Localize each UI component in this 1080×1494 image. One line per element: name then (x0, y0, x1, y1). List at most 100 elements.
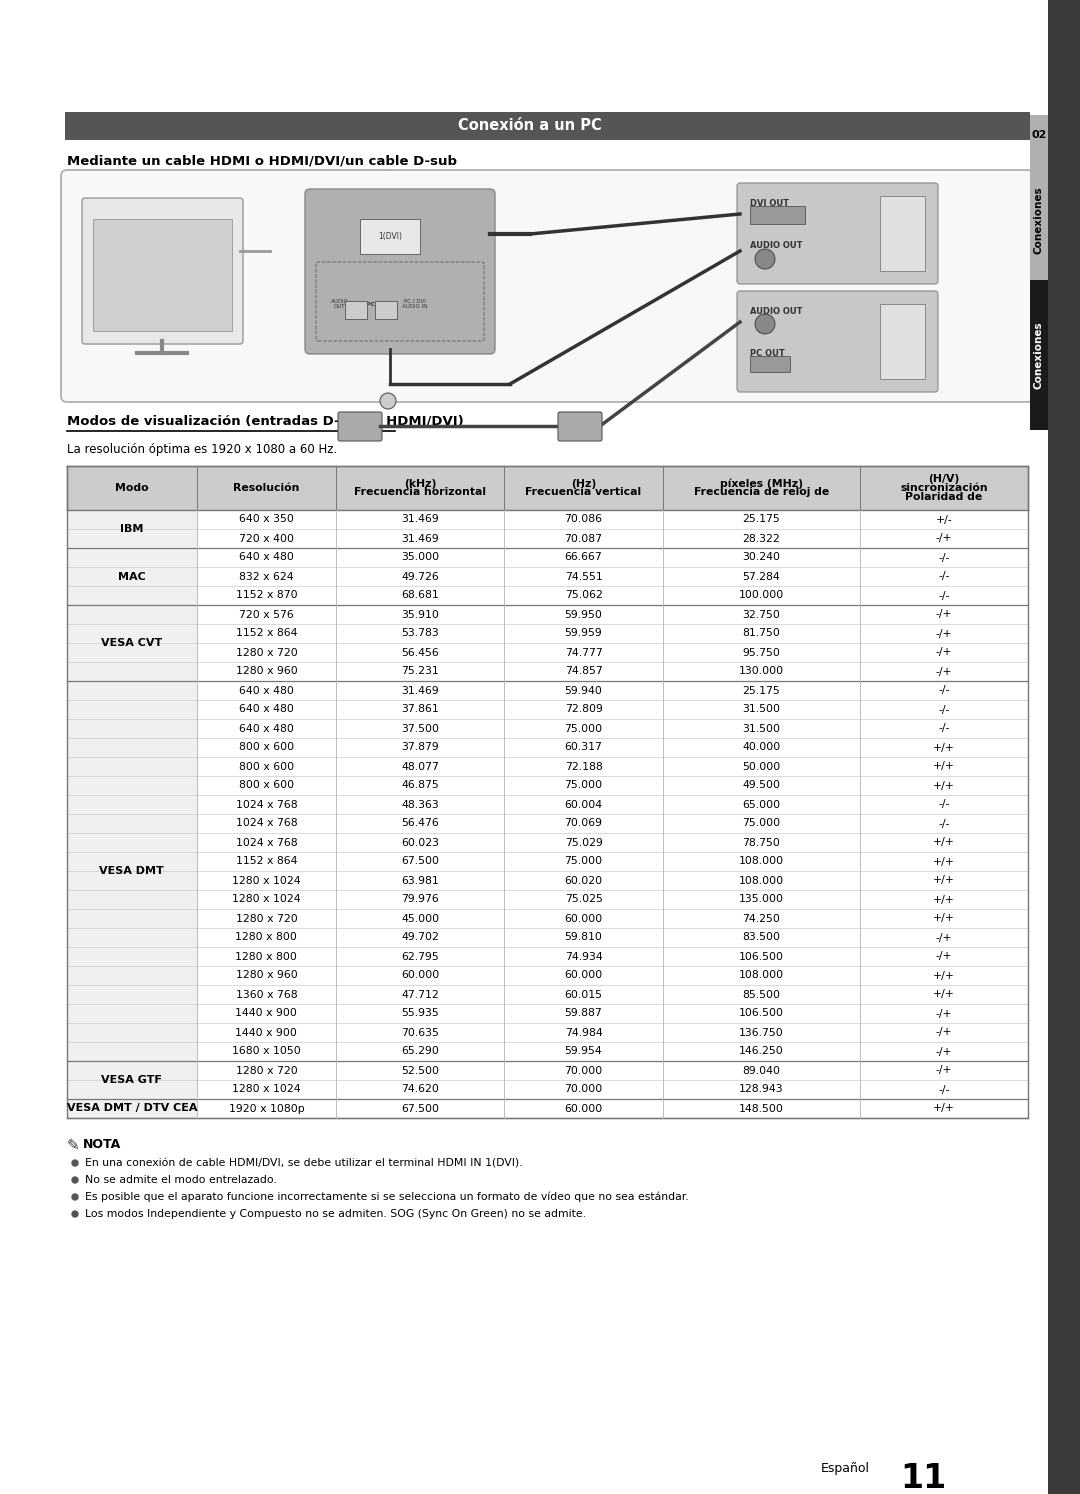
Text: -/+: -/+ (935, 932, 953, 943)
Text: 1(DVI): 1(DVI) (378, 233, 402, 242)
Bar (197, 1061, 1028, 1080)
Text: sincronización: sincronización (900, 483, 988, 493)
Text: 60.023: 60.023 (401, 838, 440, 847)
Circle shape (72, 1177, 78, 1183)
Text: 640 x 480: 640 x 480 (239, 553, 294, 563)
Text: 31.469: 31.469 (402, 686, 440, 696)
Text: 70.069: 70.069 (565, 819, 603, 829)
Text: 31.500: 31.500 (742, 705, 781, 714)
Text: 720 x 576: 720 x 576 (239, 610, 294, 620)
Text: 83.500: 83.500 (742, 932, 781, 943)
Text: 106.500: 106.500 (739, 952, 784, 962)
FancyBboxPatch shape (558, 412, 602, 441)
Text: 75.062: 75.062 (565, 590, 603, 601)
Text: 37.500: 37.500 (401, 723, 440, 734)
Text: 79.976: 79.976 (402, 895, 440, 904)
Text: No se admite el modo entrelazado.: No se admite el modo entrelazado. (85, 1174, 276, 1185)
Text: Polaridad de: Polaridad de (905, 492, 983, 502)
Text: -/-: -/- (939, 705, 949, 714)
Text: Modos de visualización (entradas D-Sub y HDMI/DVI): Modos de visualización (entradas D-Sub y… (67, 415, 463, 427)
Text: 60.000: 60.000 (565, 971, 603, 980)
Bar (67, 1100, 197, 1118)
Bar (1030, 115, 1048, 279)
Bar (197, 852, 1028, 871)
Bar (197, 795, 1028, 814)
Bar (197, 890, 1028, 908)
Text: 1280 x 800: 1280 x 800 (235, 932, 297, 943)
Text: Modo: Modo (116, 483, 149, 493)
Bar (197, 701, 1028, 719)
Text: 65.290: 65.290 (402, 1046, 440, 1056)
Text: 66.667: 66.667 (565, 553, 603, 563)
Bar (197, 1041, 1028, 1061)
Text: 108.000: 108.000 (739, 971, 784, 980)
Text: -/-: -/- (939, 590, 949, 601)
Text: 35.000: 35.000 (401, 553, 440, 563)
Text: 1024 x 768: 1024 x 768 (235, 819, 297, 829)
Text: 74.984: 74.984 (565, 1028, 603, 1037)
Text: +/+: +/+ (933, 838, 955, 847)
Text: Resolución: Resolución (233, 483, 299, 493)
FancyBboxPatch shape (305, 190, 495, 354)
Text: 1280 x 800: 1280 x 800 (235, 952, 297, 962)
Bar (67, 681, 197, 1061)
Text: 67.500: 67.500 (401, 856, 440, 867)
FancyBboxPatch shape (82, 199, 243, 344)
Text: 800 x 600: 800 x 600 (239, 743, 294, 753)
Bar (880, 303, 924, 379)
Text: DVI OUT: DVI OUT (750, 200, 789, 209)
Text: 60.000: 60.000 (565, 1104, 603, 1113)
Text: +/+: +/+ (933, 780, 955, 790)
Text: 78.750: 78.750 (742, 838, 780, 847)
Circle shape (72, 1212, 78, 1218)
Text: 62.795: 62.795 (402, 952, 440, 962)
Text: 136.750: 136.750 (739, 1028, 784, 1037)
Text: 59.940: 59.940 (565, 686, 603, 696)
Bar (197, 624, 1028, 642)
Text: 75.231: 75.231 (402, 666, 440, 677)
Bar (197, 947, 1028, 967)
Text: 1440 x 900: 1440 x 900 (235, 1028, 297, 1037)
Text: 72.809: 72.809 (565, 705, 603, 714)
Text: +/+: +/+ (933, 743, 955, 753)
Text: 81.750: 81.750 (742, 629, 780, 638)
Text: 31.469: 31.469 (402, 533, 440, 544)
Text: (Hz): (Hz) (571, 478, 596, 489)
Text: -/+: -/+ (935, 629, 953, 638)
Text: 1280 x 720: 1280 x 720 (235, 913, 297, 923)
Text: 1280 x 720: 1280 x 720 (235, 1065, 297, 1076)
Text: 45.000: 45.000 (401, 913, 440, 923)
Text: 72.188: 72.188 (565, 762, 603, 771)
Text: 49.702: 49.702 (402, 932, 440, 943)
Text: Mediante un cable HDMI o HDMI/DVI/un cable D-sub: Mediante un cable HDMI o HDMI/DVI/un cab… (67, 155, 457, 167)
Text: 1024 x 768: 1024 x 768 (235, 799, 297, 810)
Text: VESA GTF: VESA GTF (102, 1076, 162, 1085)
Bar (197, 928, 1028, 947)
Text: MAC: MAC (118, 572, 146, 581)
Text: 74.620: 74.620 (402, 1085, 440, 1095)
Text: VESA DMT / DTV CEA: VESA DMT / DTV CEA (67, 1104, 198, 1113)
Bar (197, 738, 1028, 757)
Text: 59.950: 59.950 (565, 610, 603, 620)
Text: Español: Español (821, 1463, 870, 1475)
Text: -/-: -/- (939, 553, 949, 563)
Text: 30.240: 30.240 (742, 553, 781, 563)
Text: +/+: +/+ (933, 762, 955, 771)
Text: 1152 x 864: 1152 x 864 (235, 856, 297, 867)
Text: 1920 x 1080p: 1920 x 1080p (229, 1104, 305, 1113)
Text: 35.910: 35.910 (402, 610, 440, 620)
Text: 640 x 350: 640 x 350 (239, 514, 294, 524)
Text: AUDIO OUT: AUDIO OUT (750, 242, 802, 251)
Text: -/+: -/+ (935, 1028, 953, 1037)
Bar (880, 196, 924, 270)
Text: 60.000: 60.000 (401, 971, 440, 980)
Text: 31.469: 31.469 (402, 514, 440, 524)
Circle shape (72, 1159, 78, 1165)
FancyBboxPatch shape (737, 291, 939, 391)
Text: 56.456: 56.456 (402, 647, 440, 657)
Text: 832 x 624: 832 x 624 (239, 572, 294, 581)
Bar (197, 568, 1028, 586)
Bar (197, 548, 1028, 568)
Text: 74.551: 74.551 (565, 572, 603, 581)
Text: 128.943: 128.943 (739, 1085, 784, 1095)
